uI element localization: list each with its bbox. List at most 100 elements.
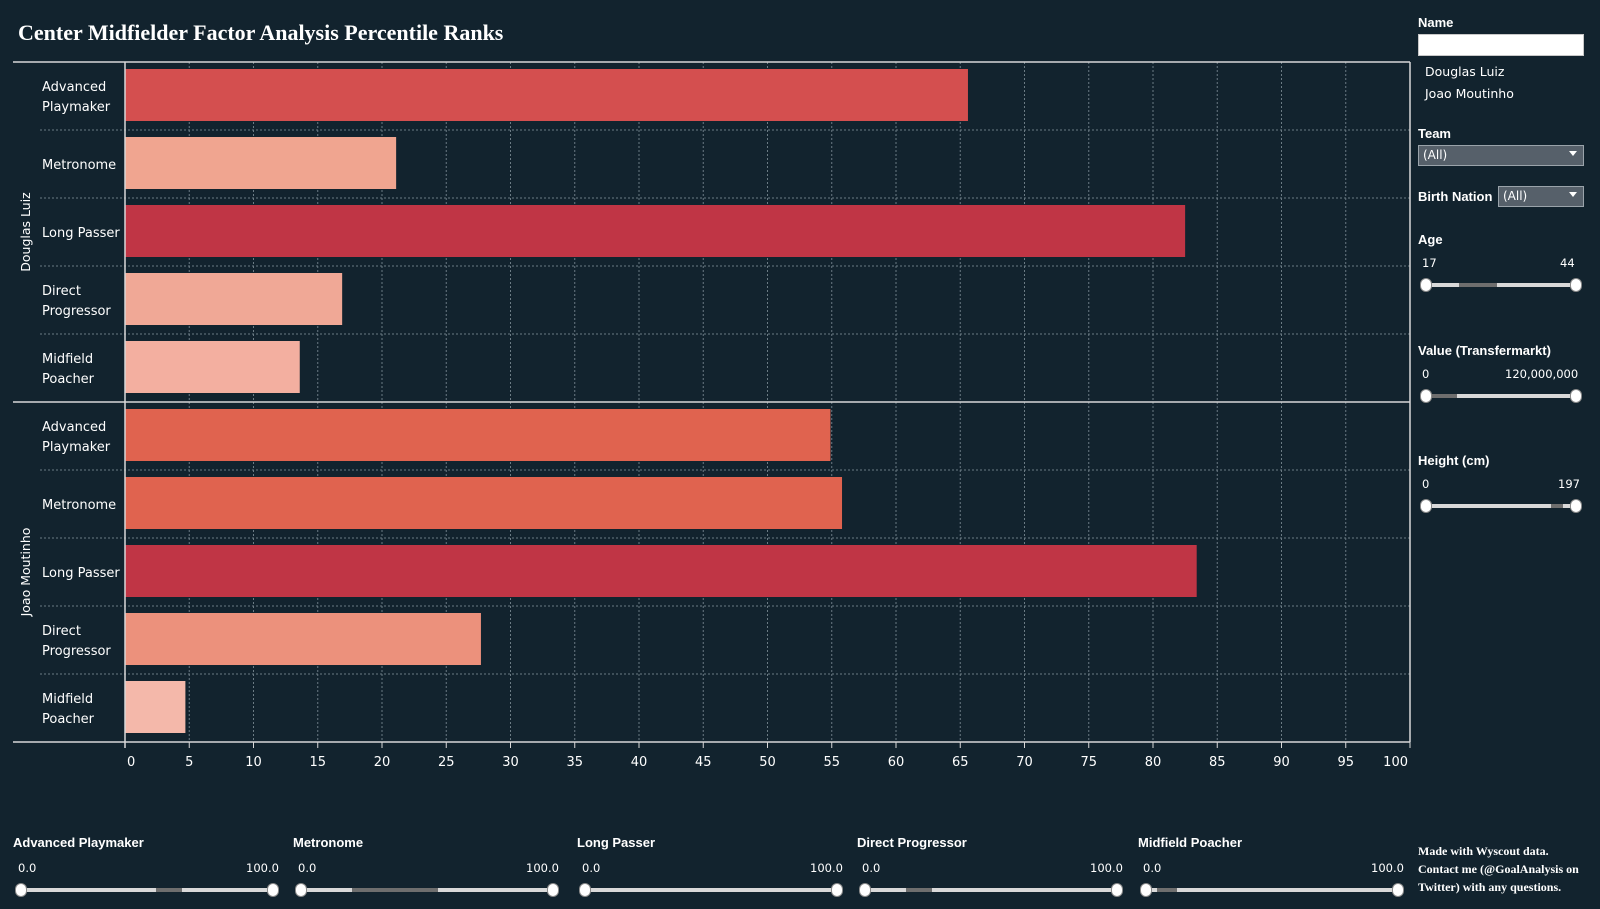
- long-passer-min-value: 0.0: [582, 861, 601, 875]
- age-min-value: 17: [1422, 256, 1437, 270]
- factor-bar: [125, 273, 343, 325]
- metronome-filter-label: Metronome: [293, 835, 364, 850]
- chevron-down-icon: [1569, 192, 1577, 197]
- factor-bar: [125, 681, 186, 733]
- long-passer-max-handle[interactable]: [832, 884, 842, 896]
- long-passer-min-handle[interactable]: [580, 884, 590, 896]
- factor-label: Long Passer: [42, 226, 120, 241]
- factor-bar: [125, 69, 968, 121]
- player-label: Douglas Luiz: [18, 192, 33, 272]
- value-range-slider[interactable]: [1421, 390, 1581, 402]
- factor-bar: [125, 409, 831, 461]
- name-search-input[interactable]: [1418, 34, 1584, 56]
- midfield-poacher-min-value: 0.0: [1143, 861, 1162, 875]
- factor-bar: [125, 205, 1186, 257]
- metronome-min-handle[interactable]: [296, 884, 306, 896]
- factor-bar: [125, 341, 300, 393]
- footer-line: Made with Wyscout data.: [1418, 844, 1549, 858]
- age-min-handle[interactable]: [1421, 279, 1431, 291]
- long-passer-range-slider[interactable]: [580, 884, 842, 896]
- metronome-min-value: 0.0: [298, 861, 317, 875]
- x-tick-label: 20: [374, 755, 391, 770]
- x-tick-label: 80: [1145, 755, 1162, 770]
- metronome-max-value: 100.0: [526, 861, 559, 875]
- metronome-max-handle[interactable]: [548, 884, 558, 896]
- midfield-poacher-max-value: 100.0: [1371, 861, 1404, 875]
- x-tick-label: 5: [185, 755, 193, 770]
- advanced-playmaker-range-slider[interactable]: [16, 884, 278, 896]
- direct-progressor-max-value: 100.0: [1090, 861, 1123, 875]
- birth-nation-dropdown[interactable]: (All): [1498, 186, 1584, 207]
- age-max-handle[interactable]: [1571, 279, 1581, 291]
- advanced-playmaker-min-value: 0.0: [18, 861, 37, 875]
- factor-label: Direct Progressor: [42, 284, 111, 319]
- metronome-range-slider[interactable]: [296, 884, 558, 896]
- direct-progressor-max-handle[interactable]: [1112, 884, 1122, 896]
- factor-label: Midfield Poacher: [42, 692, 95, 727]
- birth-nation-filter-label: Birth Nation: [1418, 189, 1493, 204]
- age-max-value: 44: [1560, 256, 1575, 270]
- advanced-playmaker-max-value: 100.0: [246, 861, 279, 875]
- direct-progressor-min-handle[interactable]: [860, 884, 870, 896]
- x-tick-label: 45: [695, 755, 712, 770]
- x-tick-label: 90: [1273, 755, 1290, 770]
- footer-line: Contact me (@GoalAnalysis on: [1418, 862, 1579, 876]
- factor-label: Long Passer: [42, 566, 120, 581]
- factor-label: Metronome: [42, 498, 116, 513]
- x-tick-label: 0: [127, 755, 135, 770]
- factor-bar: [125, 613, 481, 665]
- x-tick-label: 55: [823, 755, 840, 770]
- value-min-handle[interactable]: [1421, 390, 1431, 402]
- team-dropdown-value: (All): [1423, 148, 1448, 162]
- direct-progressor-range-slider[interactable]: [860, 884, 1122, 896]
- height-min-value: 0: [1422, 477, 1430, 491]
- height-filter-label: Height (cm): [1418, 453, 1490, 468]
- factor-label: Metronome: [42, 158, 116, 173]
- x-tick-label: 50: [759, 755, 776, 770]
- team-filter-label: Team: [1418, 126, 1451, 141]
- x-tick-label: 40: [631, 755, 648, 770]
- midfield-poacher-min-handle[interactable]: [1141, 884, 1151, 896]
- value-filter-label: Value (Transfermarkt): [1418, 343, 1551, 358]
- name-list-item[interactable]: Joao Moutinho: [1425, 86, 1514, 101]
- player-label: Joao Moutinho: [18, 528, 33, 618]
- factor-bar: [125, 545, 1197, 597]
- chevron-down-icon: [1569, 151, 1577, 156]
- height-max-value: 197: [1558, 477, 1580, 491]
- value-max-value: 120,000,000: [1505, 367, 1579, 381]
- x-tick-label: 30: [502, 755, 519, 770]
- page-title: Center Midfielder Factor Analysis Percen…: [18, 20, 504, 45]
- direct-progressor-filter-label: Direct Progressor: [857, 835, 967, 850]
- value-min-value: 0: [1422, 367, 1430, 381]
- x-tick-label: 15: [309, 755, 326, 770]
- midfield-poacher-max-handle[interactable]: [1393, 884, 1403, 896]
- birth-nation-dropdown-value: (All): [1503, 189, 1528, 203]
- age-filter-label: Age: [1418, 232, 1443, 247]
- advanced-playmaker-max-handle[interactable]: [268, 884, 278, 896]
- factor-label: Advanced Playmaker: [42, 80, 111, 115]
- long-passer-filter-label: Long Passer: [577, 835, 656, 850]
- value-max-handle[interactable]: [1571, 390, 1581, 402]
- advanced-playmaker-min-handle[interactable]: [16, 884, 26, 896]
- team-dropdown[interactable]: (All): [1418, 145, 1584, 166]
- factor-label: Direct Progressor: [42, 624, 111, 659]
- name-filter-label: Name: [1418, 15, 1454, 30]
- name-list-item[interactable]: Douglas Luiz: [1425, 64, 1505, 79]
- midfield-poacher-range-slider[interactable]: [1141, 884, 1403, 896]
- height-max-handle[interactable]: [1571, 500, 1581, 512]
- x-tick-label: 35: [566, 755, 583, 770]
- percentile-bar-chart: Douglas Luiz Advanced Playmaker Metronome Lo…: [13, 61, 1411, 770]
- height-min-handle[interactable]: [1421, 500, 1431, 512]
- advanced-playmaker-filter-label: Advanced Playmaker: [13, 835, 144, 850]
- factor-label: Advanced Playmaker: [42, 420, 111, 455]
- height-range-slider[interactable]: [1421, 500, 1581, 512]
- x-tick-label: 100: [1383, 755, 1408, 770]
- footer-note: Made with Wyscout data. Contact me (@Goa…: [1418, 842, 1594, 896]
- age-range-slider[interactable]: [1421, 279, 1581, 291]
- factor-bar: [125, 137, 397, 189]
- footer-line: Twitter) with any questions.: [1418, 880, 1562, 894]
- factor-bar: [125, 477, 843, 529]
- x-tick-label: 60: [888, 755, 905, 770]
- x-tick-label: 75: [1080, 755, 1097, 770]
- long-passer-max-value: 100.0: [810, 861, 843, 875]
